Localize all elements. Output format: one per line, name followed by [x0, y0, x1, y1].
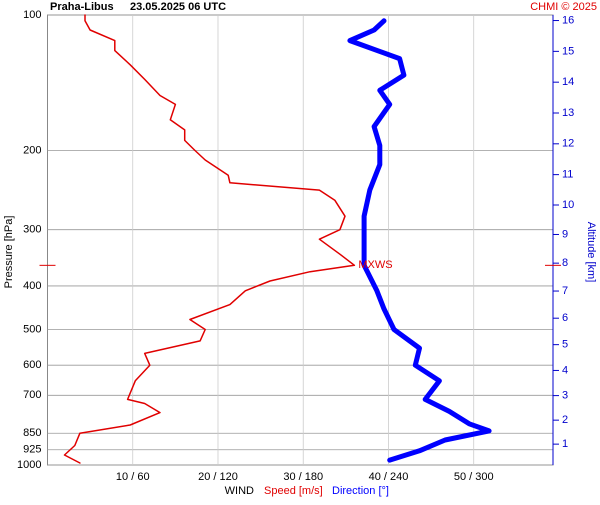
y2-tick-label: 3	[562, 390, 568, 402]
y2-tick-label: 5	[562, 339, 568, 351]
x-tick-label: 40 / 240	[369, 471, 409, 483]
y2-tick-label: 8	[562, 257, 568, 269]
y2-tick-label: 13	[562, 107, 574, 119]
y-tick-label: 100	[23, 9, 41, 21]
x-tick-label: 50 / 300	[454, 471, 494, 483]
credit: CHMI © 2025	[530, 1, 597, 13]
y-tick-label: 300	[23, 224, 41, 236]
y2-axis-label: Altitude [km]	[585, 222, 597, 283]
legend-entry: Speed [m/s]	[264, 485, 323, 497]
y2-tick-label: 16	[562, 14, 574, 26]
y-axis-label: Pressure [hPa]	[3, 216, 15, 289]
y-tick-label: 1000	[17, 459, 41, 471]
y2-tick-label: 6	[562, 312, 568, 324]
y-tick-label: 925	[23, 444, 41, 456]
x-tick-label: 20 / 120	[198, 471, 238, 483]
y2-tick-label: 14	[562, 76, 574, 88]
y2-tick-label: 7	[562, 285, 568, 297]
y-tick-label: 400	[23, 280, 41, 292]
y-tick-label: 700	[23, 389, 41, 401]
chart-subtitle: 23.05.2025 06 UTC	[130, 1, 226, 13]
y-tick-label: 500	[23, 323, 41, 335]
legend-entry: Direction [°]	[332, 485, 389, 497]
y2-tick-label: 15	[562, 45, 574, 57]
y-tick-label: 200	[23, 144, 41, 156]
annotation: MXWS	[358, 259, 392, 271]
chart-title: Praha-Libus	[50, 1, 114, 13]
y2-tick-label: 9	[562, 228, 568, 240]
y2-tick-label: 4	[562, 364, 568, 376]
y2-tick-label: 11	[562, 169, 573, 181]
y-tick-label: 600	[23, 359, 41, 371]
y2-tick-label: 2	[562, 414, 568, 426]
plot-area	[47, 14, 554, 466]
x-tick-label: 30 / 180	[283, 471, 323, 483]
speed-line	[63, 14, 356, 464]
y2-tick-label: 10	[562, 199, 574, 211]
x-tick-label: 10 / 60	[116, 471, 150, 483]
y-tick-label: 850	[23, 427, 41, 439]
y2-tick-label: 12	[562, 138, 574, 150]
x-axis-label: WIND	[225, 485, 254, 497]
y2-tick-label: 1	[562, 438, 568, 450]
direction-line	[347, 18, 492, 463]
